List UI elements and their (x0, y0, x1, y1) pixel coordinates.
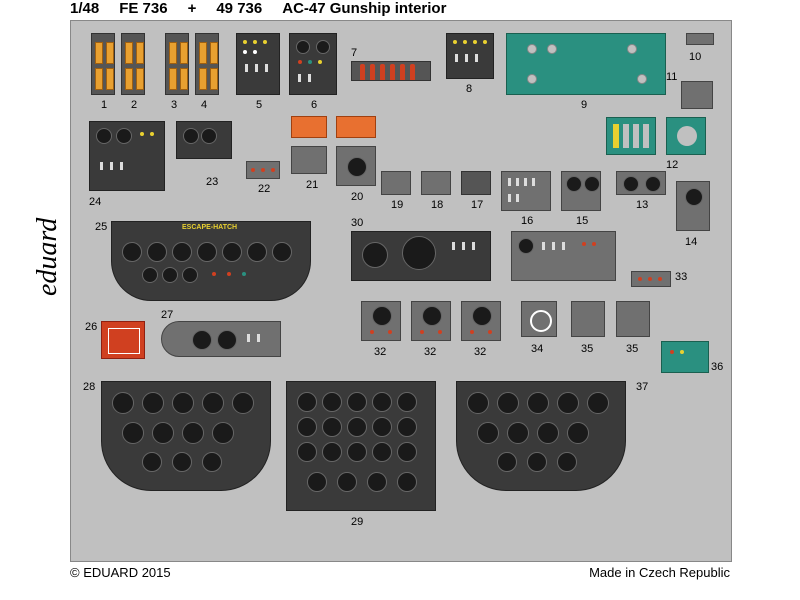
seat-part (91, 33, 115, 95)
part-number: 33 (675, 271, 687, 283)
part-23 (176, 121, 232, 159)
part-31 (511, 231, 616, 281)
panel-7 (351, 61, 431, 81)
part-number: 37 (636, 381, 648, 393)
part-number: 23 (206, 176, 218, 188)
part-34 (521, 301, 557, 337)
part-10 (686, 33, 714, 45)
escape-hatch-label: ESCAPE-HATCH (182, 224, 237, 231)
part-12 (606, 117, 656, 155)
panel-6 (289, 33, 337, 95)
part-32 (411, 301, 451, 341)
part-19 (381, 171, 411, 195)
part-number: 32 (424, 346, 436, 358)
part-number: 1 (101, 99, 107, 111)
part-number: 29 (351, 516, 363, 528)
part-30 (351, 231, 491, 281)
part-number: 32 (474, 346, 486, 358)
seat-part (165, 33, 189, 95)
part-14 (676, 181, 710, 231)
part-20b (336, 146, 376, 186)
made-in-text: Made in Czech Republic (589, 565, 730, 580)
instrument-panel-25: ESCAPE-HATCH (111, 221, 311, 301)
part-32 (461, 301, 501, 341)
part-number: 24 (89, 196, 101, 208)
part-21b (291, 146, 327, 174)
part-number: 2 (131, 99, 137, 111)
part-number: 14 (685, 236, 697, 248)
part-number: 16 (521, 215, 533, 227)
plus-label: + (188, 0, 197, 20)
part-number: 8 (466, 83, 472, 95)
copyright-text: © EDUARD 2015 (70, 565, 171, 580)
part-number: 22 (258, 183, 270, 195)
part-33 (631, 271, 671, 287)
part-number: 5 (256, 99, 262, 111)
brand-logo: eduard (32, 218, 64, 296)
part-36 (661, 341, 709, 373)
part-number: 13 (636, 199, 648, 211)
part-number: 28 (83, 381, 95, 393)
part-number: 15 (576, 215, 588, 227)
part-number: 12 (666, 159, 678, 171)
part-number: 35 (626, 343, 638, 355)
seat-part (195, 33, 219, 95)
part-26 (101, 321, 145, 359)
part-17 (461, 171, 491, 195)
panel-9-green (506, 33, 666, 95)
part-22 (246, 161, 280, 179)
code1-label: FE 736 (119, 0, 167, 20)
part-number: 21 (306, 179, 318, 191)
part-number: 20 (351, 191, 363, 203)
part-number: 30 (351, 217, 363, 229)
panel-8 (446, 33, 494, 79)
part-32 (361, 301, 401, 341)
part-number: 17 (471, 199, 483, 211)
part-number: 36 (711, 361, 723, 373)
code2-label: 49 736 (216, 0, 262, 20)
part-number: 11 (666, 71, 677, 83)
instrument-panel-37 (456, 381, 626, 491)
part-21 (291, 116, 327, 138)
part-number: 35 (581, 343, 593, 355)
instrument-panel-28 (101, 381, 271, 491)
part-number: 6 (311, 99, 317, 111)
part-12b (666, 117, 706, 155)
part-11 (681, 81, 713, 109)
part-35 (616, 301, 650, 337)
part-18 (421, 171, 451, 195)
part-13 (616, 171, 666, 195)
panel-5 (236, 33, 280, 95)
part-27 (161, 321, 281, 357)
part-number: 18 (431, 199, 443, 211)
photoetch-sheet: 1 2 3 4 5 6 7 (70, 20, 732, 562)
part-number: 19 (391, 199, 403, 211)
title-label: AC-47 Gunship interior (282, 0, 446, 20)
part-number: 34 (531, 343, 543, 355)
part-number: 9 (581, 99, 587, 111)
part-number: 26 (85, 321, 97, 333)
seat-part (121, 33, 145, 95)
scale-label: 1/48 (70, 0, 99, 20)
part-number: 4 (201, 99, 207, 111)
part-35 (571, 301, 605, 337)
part-20 (336, 116, 376, 138)
part-number: 3 (171, 99, 177, 111)
part-16 (501, 171, 551, 211)
part-number: 10 (689, 51, 701, 63)
part-number: 27 (161, 309, 173, 321)
part-24 (89, 121, 165, 191)
part-number: 32 (374, 346, 386, 358)
part-number: 7 (351, 47, 357, 59)
instrument-panel-29 (286, 381, 436, 511)
part-number: 25 (95, 221, 107, 233)
part-15 (561, 171, 601, 211)
